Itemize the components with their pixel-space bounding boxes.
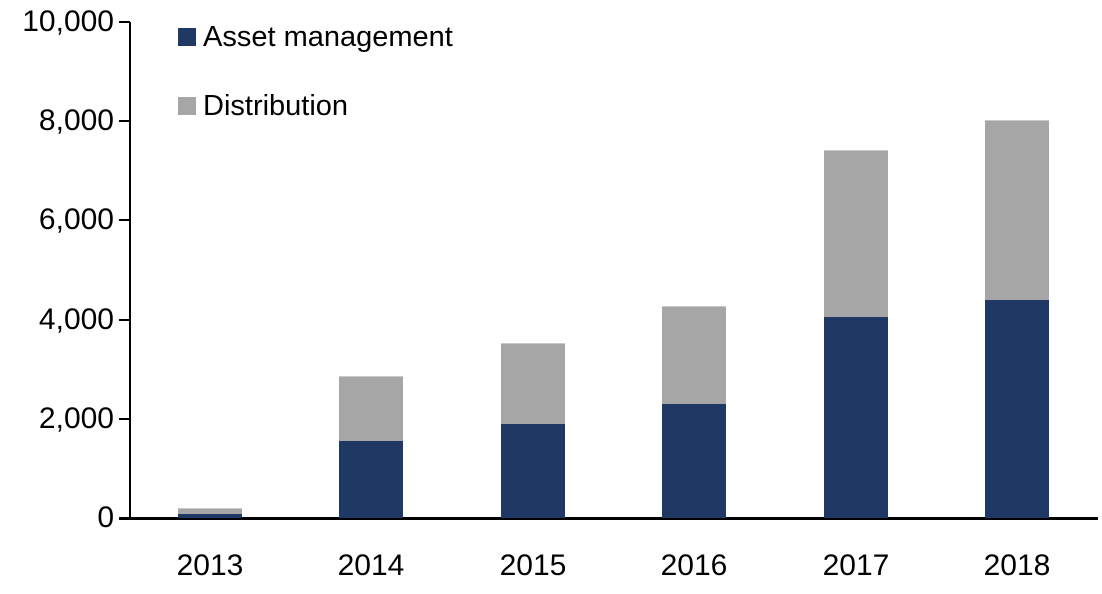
x-axis-tick-label: 2018 <box>983 549 1051 582</box>
bar-segment-distribution-2017 <box>824 151 888 318</box>
x-axis-tick-label: 2014 <box>337 549 405 582</box>
x-axis-tick-label: 2015 <box>499 549 567 582</box>
bar-segment-asset-management-2018 <box>985 299 1049 518</box>
y-axis-tick <box>119 319 130 321</box>
legend-label-asset-management: Asset management <box>203 21 453 53</box>
x-axis-tick-label: 2017 <box>822 549 890 582</box>
legend-swatch-distribution <box>178 97 196 115</box>
legend-item-distribution: Distribution <box>178 89 453 123</box>
y-axis-tick-label: 2,000 <box>38 402 114 435</box>
y-axis-tick-label: 10,000 <box>22 5 114 38</box>
bar-segment-distribution-2013 <box>178 509 242 515</box>
legend-swatch-asset-management <box>178 28 196 46</box>
y-axis-tick <box>119 120 130 122</box>
y-axis-tick <box>119 418 130 420</box>
legend-label-distribution: Distribution <box>203 90 349 122</box>
bar-segment-asset-management-2014 <box>339 441 403 518</box>
bar-segment-distribution-2014 <box>339 376 403 442</box>
y-axis-tick <box>119 21 130 23</box>
x-axis-line <box>119 517 1098 520</box>
legend: Asset management Distribution <box>178 20 453 123</box>
bar-segment-asset-management-2016 <box>662 403 726 518</box>
legend-item-asset-management: Asset management <box>178 20 453 54</box>
bar-segment-distribution-2015 <box>501 344 565 424</box>
x-axis-tick-label: 2013 <box>176 549 244 582</box>
x-axis-tick-label: 2016 <box>660 549 728 582</box>
y-axis-tick-label: 4,000 <box>38 303 114 336</box>
y-axis-tick-label: 8,000 <box>38 104 114 137</box>
y-axis-tick-label: 6,000 <box>38 203 114 236</box>
y-axis-line <box>129 22 131 520</box>
y-axis-tick-label: 0 <box>97 501 114 534</box>
bar-segment-asset-management-2013 <box>178 514 242 518</box>
bar-segment-asset-management-2015 <box>501 423 565 518</box>
bar-segment-distribution-2018 <box>985 121 1049 300</box>
bar-segment-distribution-2016 <box>662 307 726 404</box>
y-axis-tick <box>119 219 130 221</box>
bar-segment-asset-management-2017 <box>824 317 888 518</box>
